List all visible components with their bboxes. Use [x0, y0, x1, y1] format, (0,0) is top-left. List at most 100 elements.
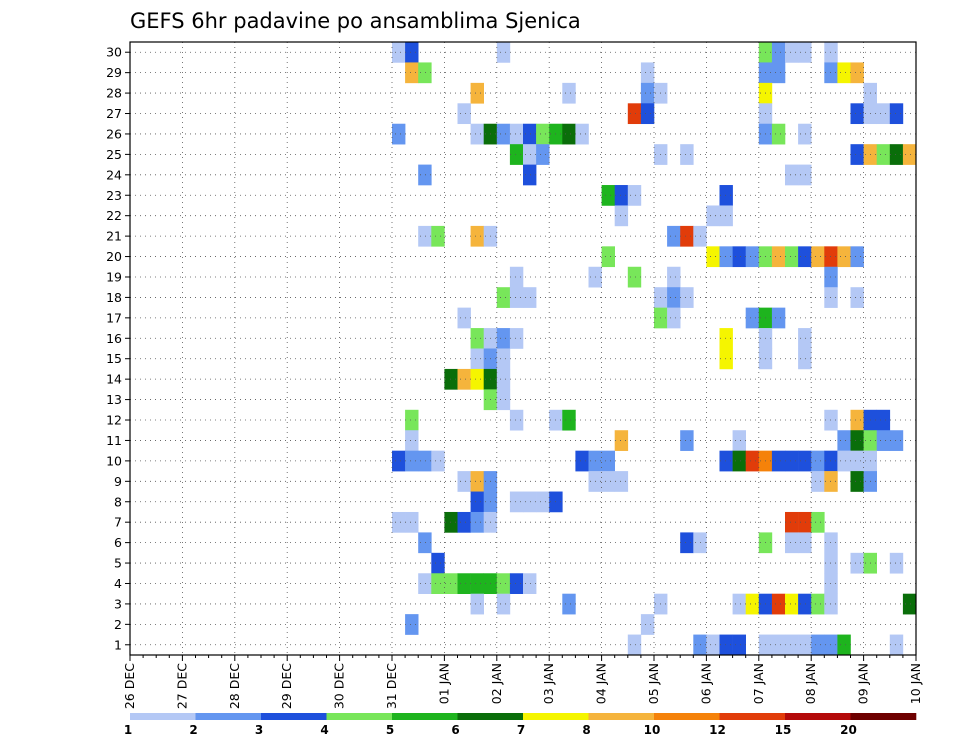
precip-cell	[850, 471, 864, 492]
y-tick-label: 26	[106, 126, 122, 141]
precip-cell	[496, 287, 511, 308]
precip-cell	[876, 409, 891, 431]
precip-cell	[418, 164, 432, 186]
colorbar-swatch	[457, 713, 524, 720]
y-tick-label: 13	[106, 392, 122, 407]
precip-cell	[902, 593, 917, 615]
precip-cell	[405, 62, 419, 84]
precip-cell	[640, 614, 655, 635]
precip-cell	[601, 246, 615, 268]
precip-cell	[680, 225, 694, 247]
precip-cell	[798, 42, 812, 63]
y-tick-label: 19	[106, 269, 122, 284]
precip-cell	[444, 511, 458, 533]
precip-cell	[496, 573, 511, 594]
x-tick-label: 02 JAN	[489, 663, 504, 704]
precip-cell	[627, 634, 642, 656]
precip-cell	[575, 123, 589, 145]
precip-cell	[876, 430, 891, 451]
y-axis: 1234567891011121314151617181920212223242…	[106, 45, 130, 652]
colorbar-label: 15	[775, 723, 792, 737]
precip-cell	[798, 532, 812, 554]
x-tick-label: 04 JAN	[594, 663, 609, 704]
precip-cell	[640, 103, 655, 125]
precip-cell	[418, 573, 432, 594]
precip-cell	[444, 573, 458, 594]
precip-cell	[798, 450, 812, 472]
colorbar-label: 6	[451, 723, 459, 737]
precip-cell	[811, 634, 825, 656]
precip-cell	[798, 164, 812, 186]
colorbar-swatch	[130, 713, 196, 720]
y-tick-label: 2	[114, 617, 122, 632]
precip-cell	[902, 144, 917, 165]
precip-cell	[496, 123, 511, 145]
precip-cell	[719, 348, 733, 370]
precip-cell	[509, 266, 524, 288]
precip-cell	[601, 185, 615, 206]
precip-cell	[771, 307, 786, 329]
y-tick-label: 4	[114, 576, 122, 591]
colorbar-swatch	[654, 713, 720, 720]
y-tick-label: 25	[106, 147, 122, 162]
x-tick-label: 05 JAN	[646, 663, 661, 704]
precip-cell	[667, 225, 681, 247]
precip-cell	[732, 450, 746, 472]
precip-cell	[509, 144, 524, 165]
precip-cell	[837, 450, 851, 472]
precip-cell	[719, 185, 733, 206]
y-tick-label: 3	[114, 596, 122, 611]
chart-title: GEFS 6hr padavine po ansamblima Sjenica	[130, 9, 581, 33]
precip-cell	[457, 471, 471, 492]
y-tick-label: 5	[114, 556, 122, 571]
precip-cell	[771, 62, 786, 84]
precip-cell	[667, 287, 681, 308]
precip-cell	[470, 82, 484, 104]
y-tick-label: 6	[114, 535, 122, 550]
precip-cell	[470, 573, 484, 594]
precip-cell	[405, 42, 419, 63]
precip-cell	[798, 634, 812, 656]
precip-cell	[719, 450, 733, 472]
precip-cell	[680, 532, 694, 554]
precip-cell	[876, 103, 891, 125]
precip-cell	[523, 144, 537, 165]
colorbar-swatch	[392, 713, 458, 720]
colorbar: 1 2 3 4 5 6 7 8 10 12 15 20	[124, 713, 917, 737]
precip-cell	[732, 430, 746, 451]
precip-cell	[509, 491, 524, 513]
precip-cell	[470, 368, 484, 390]
precip-cell	[837, 634, 851, 656]
precip-cell	[719, 634, 733, 656]
y-tick-label: 14	[106, 372, 122, 387]
precip-cell	[706, 634, 720, 656]
y-tick-label: 22	[106, 208, 122, 223]
precip-cell	[575, 450, 589, 472]
precip-cell	[509, 409, 524, 431]
precip-cell	[785, 450, 799, 472]
precip-cell	[811, 593, 825, 615]
precip-cell	[771, 450, 786, 472]
y-tick-label: 28	[106, 86, 122, 101]
precip-cell	[523, 123, 537, 145]
precip-cell	[523, 287, 537, 308]
x-tick-label: 29 DEC	[279, 663, 294, 709]
x-axis: 26 DEC 27 DEC 28 DEC 29 DEC 30 DEC 31 DEC 01 J…	[122, 655, 923, 709]
y-tick-label: 17	[106, 310, 122, 325]
precip-cell	[562, 593, 576, 615]
x-tick-label: 08 JAN	[803, 663, 818, 704]
precip-cell	[470, 491, 484, 513]
precip-cell	[732, 246, 746, 268]
y-tick-label: 7	[114, 515, 122, 530]
precip-cell	[627, 185, 642, 206]
colorbar-swatch	[195, 713, 262, 720]
precip-cell	[614, 205, 629, 227]
y-tick-label: 15	[106, 351, 122, 366]
precip-cell	[496, 368, 511, 390]
precip-cell	[562, 409, 576, 431]
precip-cell	[457, 573, 471, 594]
x-tick-label: 28 DEC	[227, 663, 242, 709]
precip-cell	[392, 450, 406, 472]
colorbar-swatch	[326, 713, 393, 720]
colorbar-label: 2	[189, 723, 197, 737]
